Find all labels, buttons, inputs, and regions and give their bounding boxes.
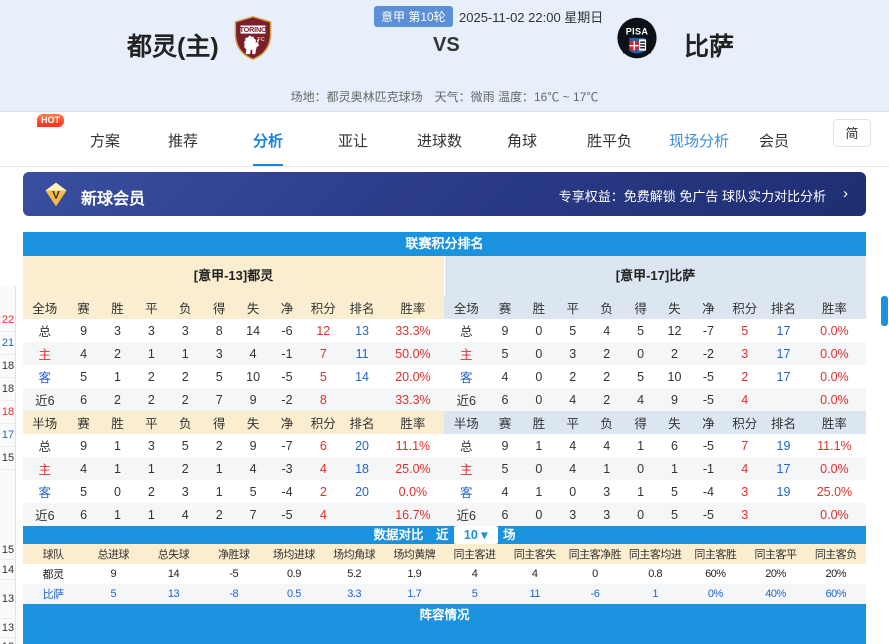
svg-text:TORINO: TORINO [239,25,267,34]
svg-text:V: V [52,189,60,201]
svg-text:PISA: PISA [626,27,649,37]
